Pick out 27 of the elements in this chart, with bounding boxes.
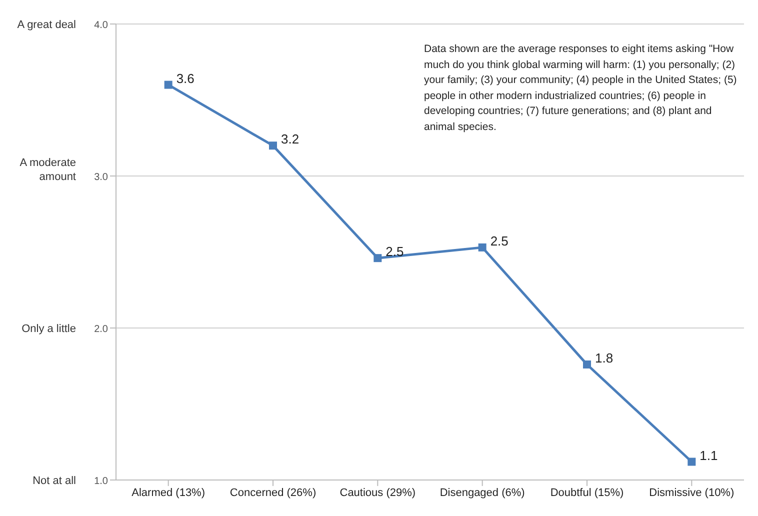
x-tick-label: Disengaged (6%)	[440, 486, 525, 499]
x-tick-label: Dismissive (10%)	[649, 486, 734, 499]
data-label: 2.5	[386, 244, 404, 260]
data-label: 1.8	[595, 350, 614, 366]
point	[269, 142, 277, 150]
data-label: 2.5	[490, 233, 508, 248]
data-label: 1.1	[700, 448, 718, 463]
x-tick-label: Alarmed (13%)	[132, 486, 206, 499]
text: A great deal	[17, 19, 76, 31]
text: A moderate amount	[20, 157, 76, 183]
annotation: Data shown are the average responses to eight items asking "How much do you think global warming will harm: (1) you personally; (2) your family; (3) your community; (4) people in the United States; (5) people in other modern industrialized countries; (6) people in developing countries; (7) future generations; and (8) plant and animal species.	[424, 42, 738, 134]
x-tick-label: Concerned (26%)	[230, 486, 316, 499]
point	[478, 243, 486, 252]
y-tick-label: 1.0	[94, 476, 108, 487]
y-tick-label: 3.0	[94, 172, 108, 183]
x-tick-label: Cautious (29%)	[340, 486, 416, 499]
y-tick-label: 4.0	[94, 20, 108, 31]
data-label: 3.2	[281, 132, 300, 147]
y-tick-label: 2.0	[94, 324, 108, 335]
data-label: 3.6	[176, 70, 194, 86]
point	[374, 254, 382, 262]
text: Only a little	[22, 323, 76, 335]
point	[583, 360, 591, 368]
x-tick-label: Doubtful (15%)	[550, 486, 624, 499]
text: Not at all	[32, 475, 76, 487]
point	[164, 80, 172, 89]
point	[688, 458, 696, 466]
